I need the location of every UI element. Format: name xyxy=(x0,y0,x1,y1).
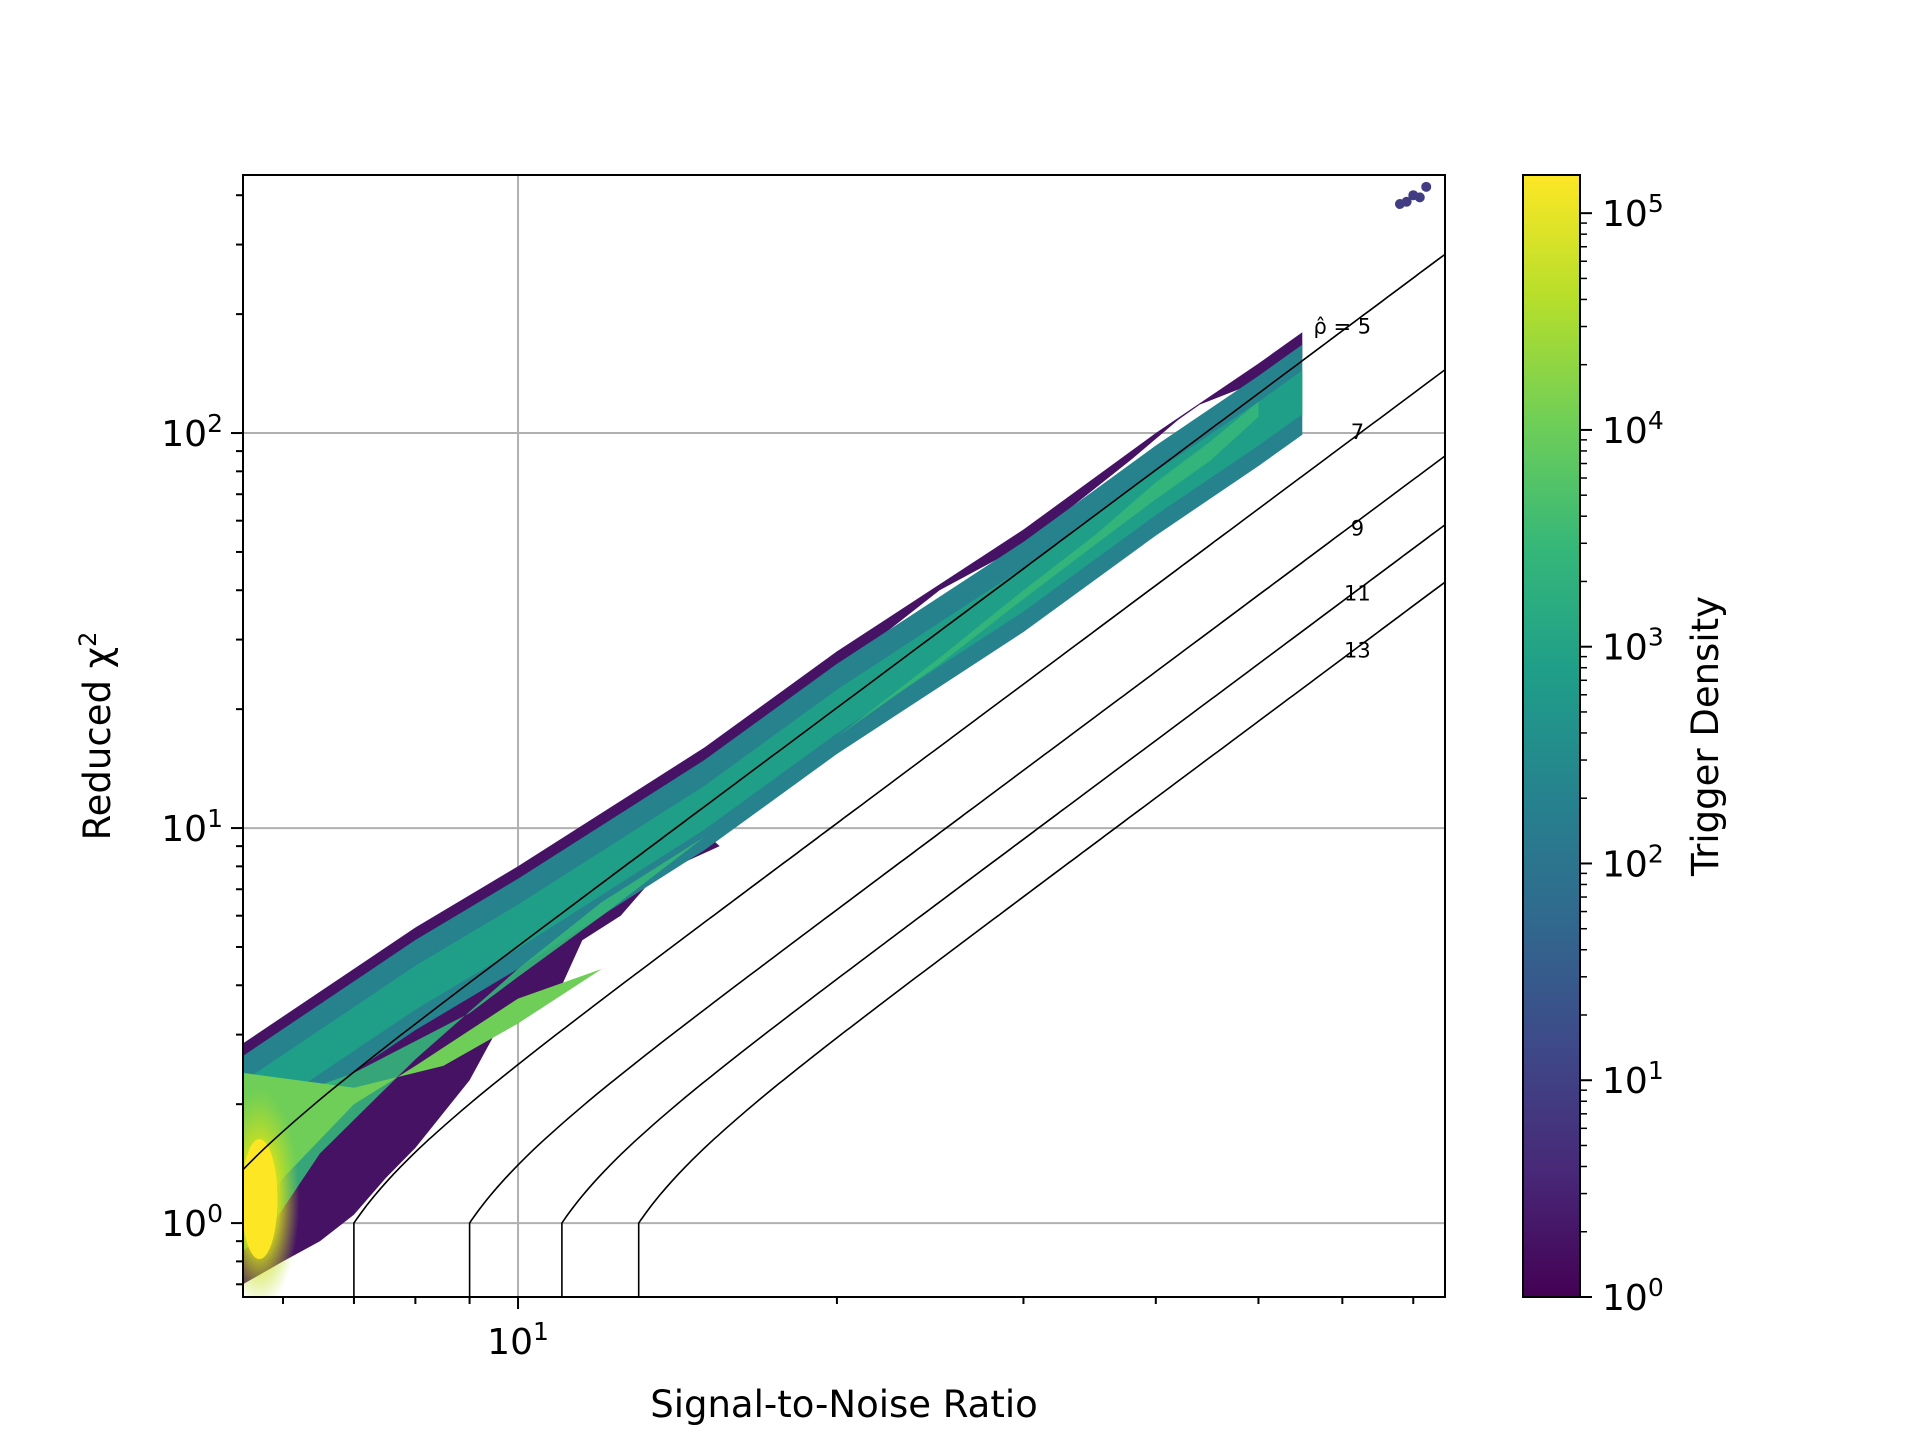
snr-contour-line xyxy=(243,253,1445,1171)
y-tick-label: 102 xyxy=(161,409,223,456)
colorbar-tick-label: 103 xyxy=(1602,622,1664,669)
snr-contours xyxy=(243,253,1445,1297)
density-peak-core xyxy=(243,1139,278,1260)
contour-label: ρ̂ = 5 xyxy=(1314,314,1372,338)
contour-label: 9 xyxy=(1351,516,1364,540)
axis-ticks: 101 100 101 102 xyxy=(161,194,1415,1364)
snr-contour-line xyxy=(561,523,1445,1297)
outlier-point xyxy=(1401,196,1412,207)
outlier-point xyxy=(1421,181,1432,192)
colorbar-tick-label: 104 xyxy=(1602,405,1664,452)
contour-label: 7 xyxy=(1351,420,1364,444)
x-axis-label: Signal-to-Noise Ratio xyxy=(650,1383,1038,1426)
y-axis-label-base: Reduced χ xyxy=(76,647,119,840)
colorbar-scale xyxy=(1522,174,1581,1298)
contour-label: 11 xyxy=(1344,582,1371,606)
y-axis-label: Reduced χ2 xyxy=(74,632,119,841)
colorbar-tick-label: 100 xyxy=(1602,1273,1664,1320)
density-bright-band xyxy=(243,968,602,1232)
colorbar-label: Trigger Density xyxy=(1684,596,1727,877)
plot-area: ρ̂ = 5 7 9 11 13 101 100 101 102 xyxy=(161,174,1446,1364)
plot-frame xyxy=(242,174,1446,1298)
density-hexbins xyxy=(243,181,1432,1297)
colorbar: 100 101 102 103 104 105 Trigger Density xyxy=(1522,174,1727,1319)
x-tick-label: 101 xyxy=(487,1317,549,1364)
colorbar-tick-label: 101 xyxy=(1602,1056,1664,1103)
contour-label: 13 xyxy=(1344,638,1371,662)
density-outer-region xyxy=(243,332,1303,1285)
snr-contour-line xyxy=(353,368,1445,1297)
colorbar-tick-label: 102 xyxy=(1602,839,1664,886)
contour-labels: ρ̂ = 5 7 9 11 13 xyxy=(1314,314,1372,662)
colorbar-ticks: 100 101 102 103 104 105 xyxy=(1580,189,1664,1319)
outlier-point xyxy=(1414,192,1425,203)
y-tick-label: 100 xyxy=(161,1199,223,1246)
density-mid-band xyxy=(243,370,1303,1126)
density-core-band xyxy=(243,401,1259,1251)
y-axis-label-sup: 2 xyxy=(74,632,102,647)
snr-contour-line xyxy=(637,581,1445,1297)
snr-contour-line xyxy=(468,454,1445,1297)
y-tick-label: 101 xyxy=(161,804,223,851)
colorbar-tick-label: 105 xyxy=(1602,189,1664,236)
